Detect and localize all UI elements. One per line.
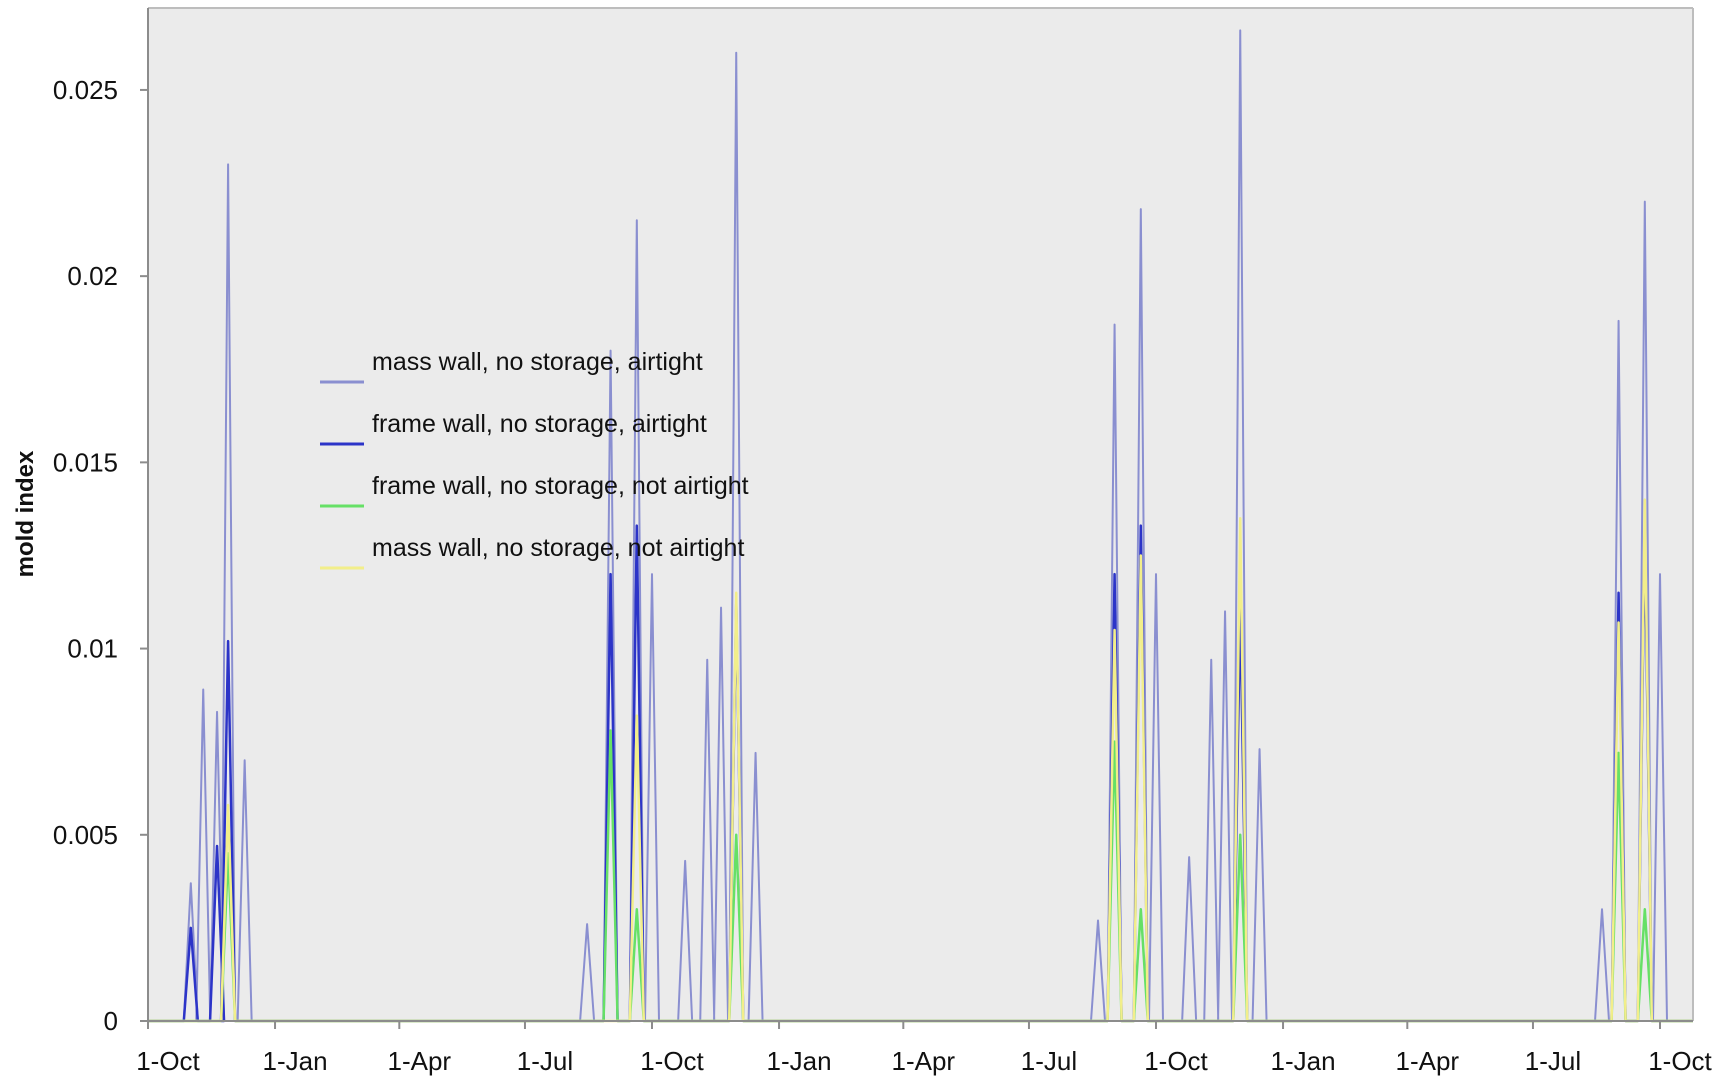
legend-label: mass wall, no storage, not airtight <box>372 534 744 562</box>
legend-label: frame wall, no storage, not airtight <box>372 472 749 500</box>
x-tick-label: 1-Oct <box>136 1046 200 1076</box>
x-tick-label: 1-Oct <box>1144 1046 1208 1076</box>
y-axis-ticks: 0 0.005 0.01 0.015 0.02 0.025 <box>53 75 148 1036</box>
legend: mass wall, no storage, airtight frame wal… <box>320 348 749 570</box>
y-tick-label: 0.01 <box>67 634 118 664</box>
x-tick-label: 1-Jan <box>767 1046 832 1076</box>
y-tick-label: 0 <box>104 1006 118 1036</box>
x-tick-label: 1-Jul <box>1525 1046 1581 1076</box>
y-tick-label: 0.015 <box>53 447 118 477</box>
x-tick-label: 1-Jul <box>517 1046 573 1076</box>
x-tick-label: 1-Oct <box>1648 1046 1712 1076</box>
x-tick-label: 1-Apr <box>388 1046 452 1076</box>
legend-label: frame wall, no storage, airtight <box>372 410 707 438</box>
y-tick-label: 0.025 <box>53 75 118 105</box>
y-axis-label: mold index <box>12 450 39 577</box>
x-tick-label: 1-Jul <box>1021 1046 1077 1076</box>
y-tick-label: 0.02 <box>67 261 118 291</box>
y-tick-label: 0.005 <box>53 820 118 850</box>
series-line <box>148 729 1693 1023</box>
x-axis-ticks: 1-Oct 1-Jan 1-Apr 1-Jul 1-Oct 1-Jan 1-Apr 1-Jul… <box>136 1021 1713 1076</box>
x-tick-label: 1-Oct <box>640 1046 704 1076</box>
x-tick-label: 1-Apr <box>892 1046 956 1076</box>
x-tick-label: 1-Apr <box>1396 1046 1460 1076</box>
plot-area <box>148 8 1693 1021</box>
x-tick-label: 1-Jan <box>1271 1046 1336 1076</box>
legend-label: mass wall, no storage, airtight <box>372 348 703 376</box>
x-tick-label: 1-Jan <box>263 1046 328 1076</box>
series-3 <box>148 729 1693 1023</box>
